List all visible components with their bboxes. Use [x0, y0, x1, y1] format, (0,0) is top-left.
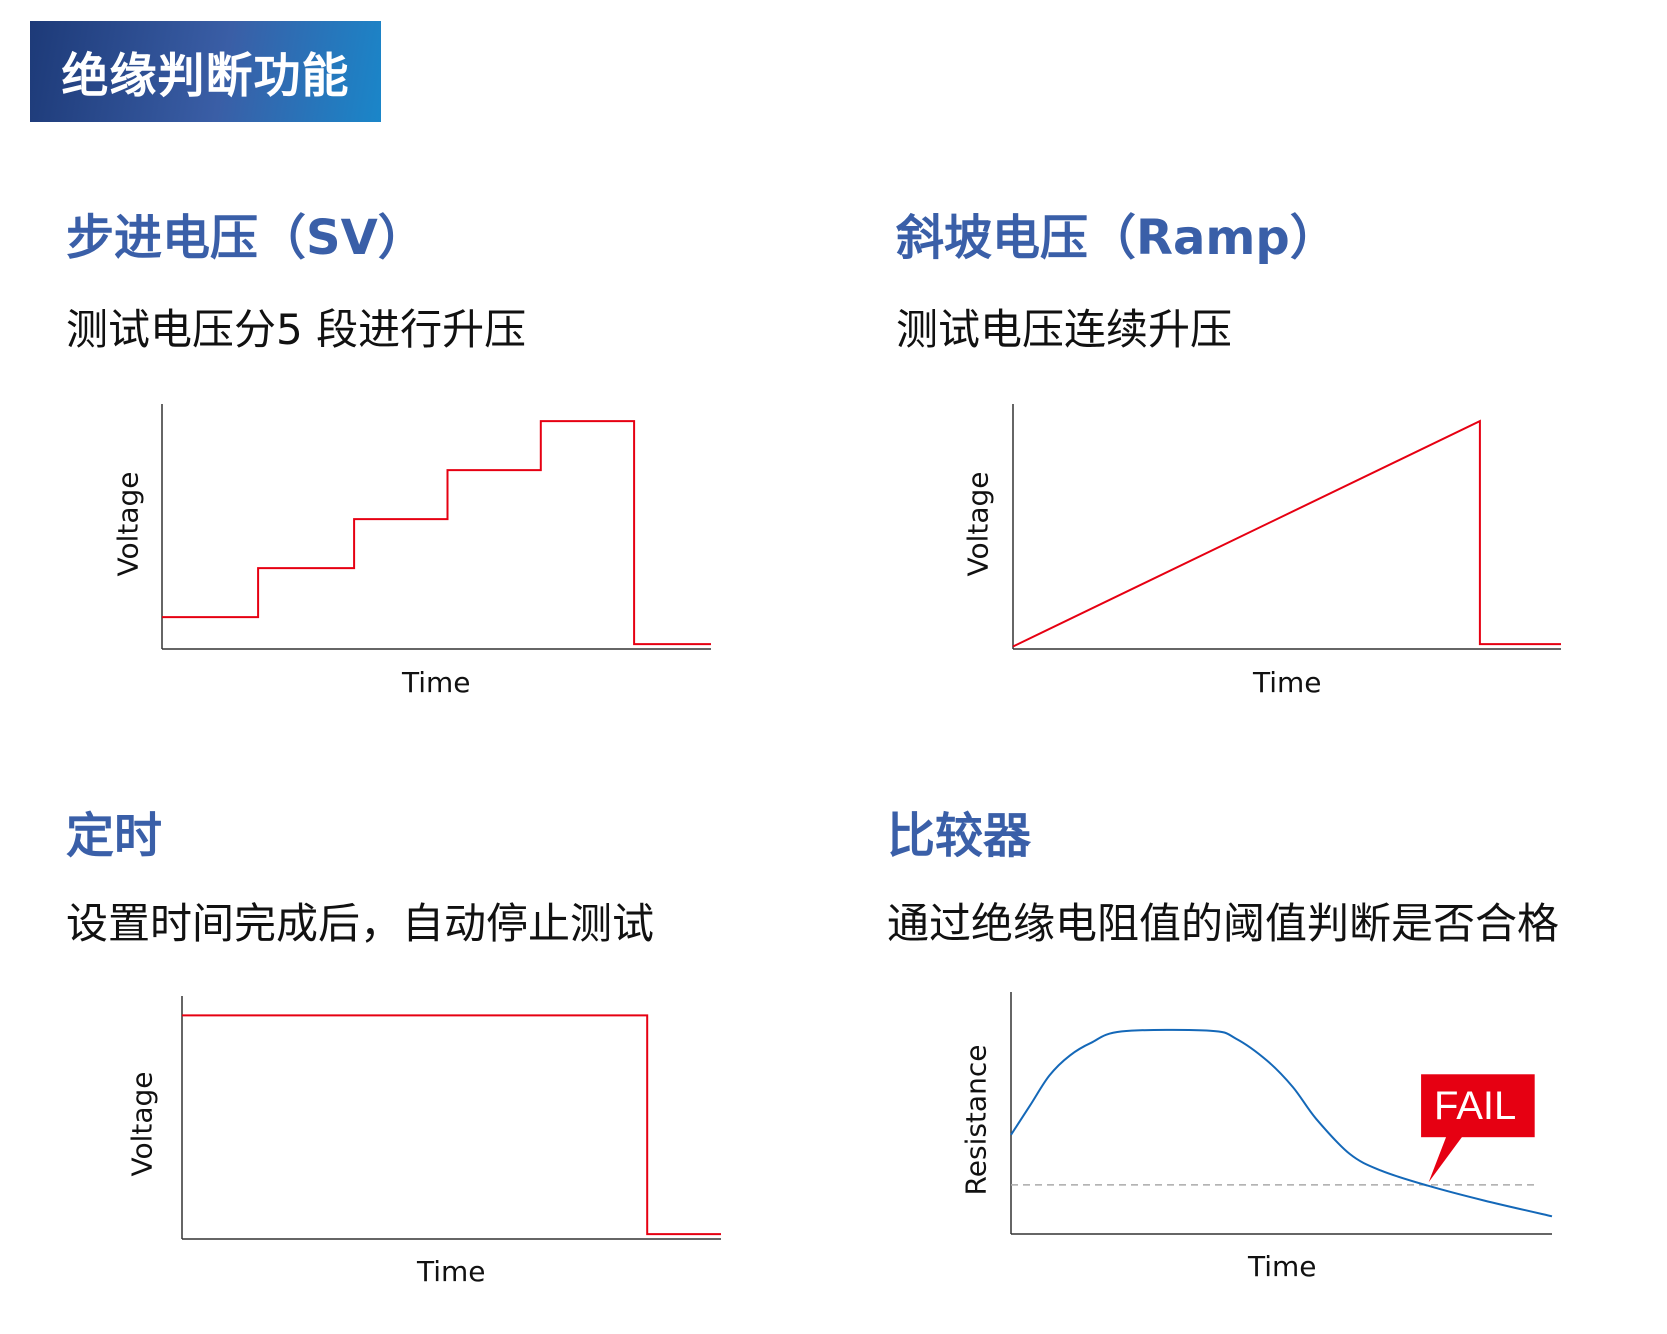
section-subtitle-step-voltage: 测试电压分5 段进行升压	[66, 305, 527, 354]
section-title-comparator: 比较器	[887, 808, 1032, 864]
chart2-ylabel: Voltage	[961, 471, 995, 577]
chart4-ylabel: Resistance	[959, 1044, 993, 1196]
section-subtitle-ramp-voltage: 测试电压连续升压	[896, 305, 1233, 354]
fail-badge-label: FAIL	[1434, 1084, 1517, 1128]
page-header-banner: 绝缘判断功能	[30, 21, 381, 122]
page-title: 绝缘判断功能	[61, 49, 350, 104]
chart3-ylabel: Voltage	[125, 1071, 159, 1177]
section-subtitle-comparator: 通过绝缘电阻值的阈值判断是否合格	[887, 899, 1560, 948]
fail-badge-pointer	[1428, 1135, 1463, 1183]
section-title-step-voltage: 步进电压（SV）	[66, 210, 426, 266]
section-title-timer: 定时	[66, 808, 163, 864]
chart3-xlabel: Time	[417, 1255, 486, 1288]
chart4-xlabel: Time	[1248, 1250, 1317, 1283]
chart2-voltage-line	[1012, 419, 1561, 648]
chart1-voltage-line	[162, 420, 711, 646]
chart3-voltage-line	[182, 1014, 721, 1236]
chart2-xlabel: Time	[1253, 666, 1322, 699]
section-subtitle-timer: 设置时间完成后，自动停止测试	[66, 899, 655, 948]
resistance-curve	[1010, 1028, 1553, 1218]
chart1-ylabel: Voltage	[111, 471, 145, 577]
chart1-xlabel: Time	[402, 666, 471, 699]
section-title-ramp-voltage: 斜坡电压（Ramp）	[896, 210, 1338, 266]
fail-badge	[1421, 1074, 1535, 1138]
